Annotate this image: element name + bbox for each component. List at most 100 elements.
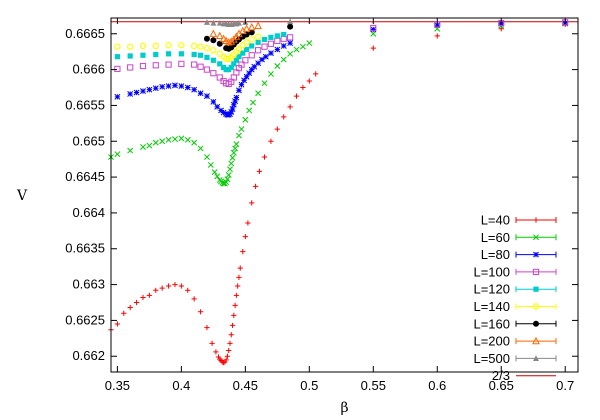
- data-point: [287, 23, 294, 30]
- data-point: [498, 26, 504, 32]
- y-tick-label: 0.663: [72, 277, 105, 292]
- legend-label: L=40: [481, 213, 510, 228]
- x-tick-label: 0.45: [233, 378, 258, 393]
- data-point: [214, 103, 221, 110]
- data-point: [293, 93, 300, 99]
- data-point: [210, 47, 217, 54]
- x-tick-label: 0.65: [489, 378, 514, 393]
- data-point: [204, 154, 210, 160]
- data-point: [274, 63, 281, 69]
- data-point: [127, 64, 134, 71]
- data-point: [178, 60, 185, 67]
- data-point: [127, 304, 133, 311]
- legend-marker: [533, 355, 539, 361]
- data-point: [233, 57, 239, 63]
- data-point: [235, 87, 242, 94]
- data-point: [261, 154, 268, 160]
- legend-entry: L=140: [473, 299, 557, 314]
- data-point: [213, 349, 219, 355]
- legend-label: L=140: [473, 299, 510, 314]
- data-point: [287, 104, 293, 110]
- x-tick-label: 0.35: [105, 378, 130, 393]
- data-point: [172, 82, 178, 89]
- data-point: [114, 54, 120, 60]
- y-tick-label: 0.6645: [65, 169, 105, 184]
- data-point: [235, 283, 241, 289]
- legend-marker: [533, 251, 539, 258]
- data-point: [114, 321, 120, 327]
- data-point: [247, 23, 256, 31]
- data-point: [139, 42, 147, 50]
- data-point: [152, 85, 159, 92]
- data-point: [280, 56, 287, 63]
- data-point: [249, 43, 255, 49]
- data-point: [139, 62, 147, 70]
- data-point: [370, 26, 377, 33]
- plot-marks: [108, 18, 578, 366]
- data-point: [242, 116, 249, 123]
- y-axis-label: V: [16, 188, 28, 204]
- data-point: [434, 22, 441, 29]
- data-point: [255, 39, 261, 45]
- data-point: [210, 70, 217, 77]
- data-point: [227, 166, 233, 173]
- data-point: [250, 99, 256, 106]
- data-point: [274, 46, 281, 53]
- data-point: [210, 98, 217, 105]
- data-point: [165, 83, 172, 90]
- legend: L=40 L=60 L=80 L=100 L=120 L=140 L=160 L=200 L=5…: [473, 213, 557, 383]
- data-point: [246, 70, 253, 77]
- data-point: [224, 353, 231, 359]
- data-point: [225, 171, 232, 178]
- data-point: [252, 183, 259, 190]
- data-point: [251, 63, 258, 70]
- data-point: [210, 37, 217, 44]
- data-point: [152, 139, 159, 146]
- data-point: [133, 299, 140, 306]
- data-point: [238, 81, 245, 88]
- data-point: [228, 160, 235, 167]
- data-point: [165, 42, 172, 49]
- data-point: [178, 42, 185, 49]
- data-point: [153, 287, 159, 293]
- data-point: [178, 51, 184, 57]
- data-point: [238, 61, 245, 68]
- data-point: [242, 57, 249, 64]
- legend-marker: [532, 303, 540, 310]
- data-point: [207, 161, 214, 168]
- data-point: [172, 136, 178, 143]
- data-point: [267, 50, 274, 57]
- data-point: [243, 31, 250, 38]
- data-point: [238, 126, 245, 133]
- data-point: [185, 287, 191, 293]
- x-tick-label: 0.55: [361, 378, 386, 393]
- legend-entry: L=60: [481, 230, 557, 245]
- data-point: [178, 283, 184, 289]
- data-point: [233, 292, 239, 298]
- legend-entry: L=200: [473, 334, 557, 349]
- data-point: [133, 89, 140, 96]
- data-point: [227, 37, 236, 45]
- data-point: [248, 66, 255, 73]
- data-point: [114, 43, 121, 50]
- data-point: [237, 265, 243, 271]
- legend-errorbar: [515, 338, 557, 345]
- data-point: [235, 19, 242, 26]
- legend-entry: L=100: [473, 264, 557, 279]
- data-point: [127, 91, 134, 97]
- data-point: [191, 296, 197, 302]
- data-point: [165, 283, 172, 289]
- y-tick-label: 0.6635: [65, 241, 105, 256]
- legend-label: L=60: [481, 230, 510, 245]
- data-point: [140, 294, 146, 301]
- x-tick-label: 0.4: [172, 378, 190, 393]
- data-point: [232, 98, 239, 105]
- data-point: [220, 109, 227, 116]
- legend-entry: L=40: [481, 213, 557, 228]
- legend-label: L=500: [473, 351, 510, 366]
- legend-entry: L=80: [481, 247, 557, 262]
- data-point: [197, 52, 204, 58]
- y-tick-label: 0.6665: [65, 26, 105, 41]
- legend-errorbar: [515, 303, 557, 310]
- data-point: [178, 135, 185, 142]
